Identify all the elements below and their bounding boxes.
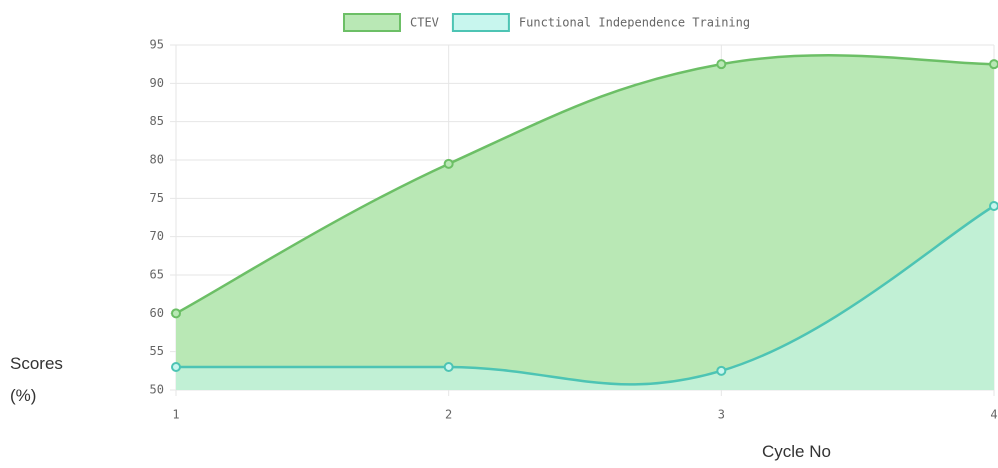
point (989, 201, 998, 211)
y-tick-label: 90 (150, 76, 164, 90)
legend-label: Functional Independence Training (519, 16, 750, 30)
y-tick-label: 55 (150, 344, 164, 358)
x-tick-label: 3 (718, 408, 725, 422)
point (171, 362, 181, 372)
legend-swatch (451, 13, 510, 32)
point (716, 59, 727, 70)
point (989, 59, 998, 70)
x-tick-label: 4 (990, 408, 997, 422)
x-axis-title: Cycle No (762, 442, 831, 461)
x-tick-label: 2 (445, 408, 452, 422)
legend-label: CTEV (410, 16, 439, 30)
area (176, 55, 994, 391)
point (443, 362, 454, 372)
point (171, 308, 181, 319)
y-tick-label: 75 (150, 191, 164, 205)
line (175, 204, 995, 386)
y-tick-label: 70 (150, 229, 164, 243)
y-tick-label: 80 (150, 153, 164, 167)
y-tick-label: 85 (150, 114, 164, 128)
y-tick-label: 60 (150, 306, 164, 320)
point (443, 158, 454, 169)
line (175, 54, 995, 315)
y-tick-label: 95 (150, 38, 164, 52)
y-tick-label: 50 (150, 383, 164, 397)
y-tick-label: 65 (150, 268, 164, 282)
point (716, 365, 727, 376)
y-axis-title: Scores (%) (10, 354, 63, 405)
x-tick-label: 1 (172, 408, 179, 422)
legend-swatch (343, 13, 401, 32)
